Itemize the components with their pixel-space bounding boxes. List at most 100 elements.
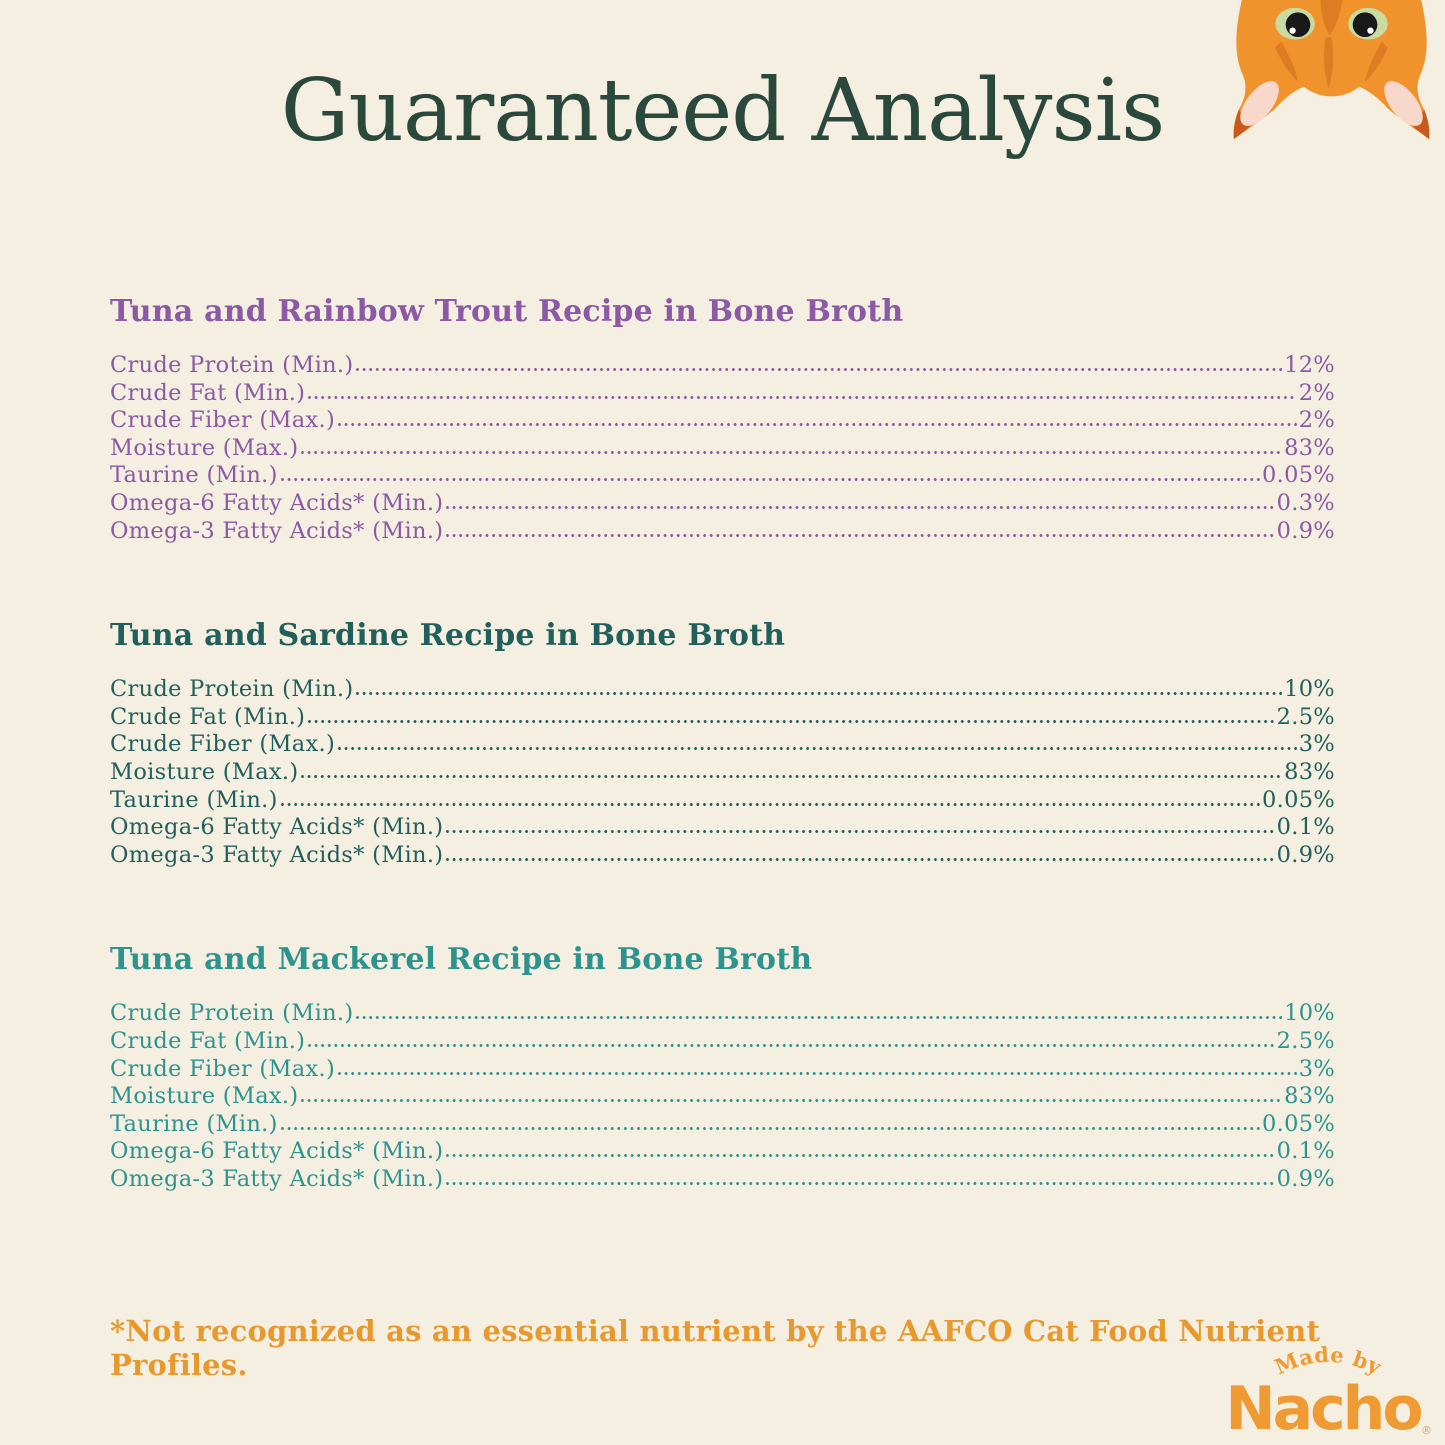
analysis-row: Taurine (Min.) 0.05%	[110, 1111, 1335, 1139]
dot-leader	[307, 394, 1297, 400]
analysis-sections: Tuna and Rainbow Trout Recipe in Bone Br…	[0, 292, 1445, 1193]
analysis-row: Omega-3 Fatty Acids* (Min.) 0.9%	[110, 518, 1335, 546]
row-value: 0.9%	[1276, 517, 1335, 544]
row-label: Moisture (Max.)	[110, 1083, 299, 1110]
analysis-row: Crude Fiber (Max.) 3%	[110, 1056, 1335, 1084]
row-value: 0.05%	[1262, 1110, 1335, 1137]
row-label: Taurine (Min.)	[110, 786, 278, 813]
row-label: Omega-6 Fatty Acids* (Min.)	[110, 814, 444, 841]
analysis-row: Omega-6 Fatty Acids* (Min.) 0.3%	[110, 490, 1335, 518]
row-value: 0.9%	[1276, 841, 1335, 868]
dot-leader	[355, 1015, 1283, 1021]
analysis-section: Tuna and Sardine Recipe in Bone Broth Cr…	[110, 616, 1335, 869]
row-value: 83%	[1284, 1083, 1335, 1110]
section-rows: Crude Protein (Min.) 12% Crude Fat (Min.…	[110, 352, 1335, 545]
row-label: Omega-3 Fatty Acids* (Min.)	[110, 1165, 444, 1192]
dot-leader	[445, 856, 1275, 862]
analysis-row: Crude Protein (Min.) 10%	[110, 676, 1335, 704]
dot-leader	[445, 532, 1275, 538]
logo-brand-text: Nacho	[1225, 1374, 1421, 1443]
row-label: Crude Fat (Min.)	[110, 379, 306, 406]
row-value: 10%	[1284, 676, 1335, 703]
row-value: 0.05%	[1262, 462, 1335, 489]
row-label: Crude Protein (Min.)	[110, 1000, 354, 1027]
section-heading: Tuna and Mackerel Recipe in Bone Broth	[110, 942, 813, 978]
row-value: 2.5%	[1276, 1027, 1335, 1054]
section-rows: Crude Protein (Min.) 10% Crude Fat (Min.…	[110, 1000, 1335, 1193]
dot-leader	[300, 449, 1283, 455]
dot-leader	[279, 1125, 1261, 1131]
row-value: 0.05%	[1262, 786, 1335, 813]
dot-leader	[445, 829, 1275, 835]
row-value: 2.5%	[1276, 703, 1335, 730]
dot-leader	[300, 773, 1283, 779]
analysis-section: Tuna and Mackerel Recipe in Bone Broth C…	[110, 940, 1335, 1193]
row-value: 83%	[1284, 758, 1335, 785]
analysis-row: Crude Fat (Min.) 2.5%	[110, 1028, 1335, 1056]
analysis-row: Crude Fat (Min.) 2.5%	[110, 704, 1335, 732]
analysis-row: Omega-3 Fatty Acids* (Min.) 0.9%	[110, 1166, 1335, 1194]
dot-leader	[445, 504, 1275, 510]
row-label: Moisture (Max.)	[110, 434, 299, 461]
dot-leader	[279, 477, 1261, 483]
row-value: 2%	[1298, 407, 1335, 434]
dot-leader	[300, 1098, 1283, 1104]
section-heading: Tuna and Sardine Recipe in Bone Broth	[110, 618, 786, 654]
row-label: Crude Fiber (Max.)	[110, 407, 336, 434]
row-value: 12%	[1284, 352, 1335, 378]
section-rows: Crude Protein (Min.) 10% Crude Fat (Min.…	[110, 676, 1335, 869]
row-label: Moisture (Max.)	[110, 758, 299, 785]
row-label: Crude Fat (Min.)	[110, 703, 306, 730]
row-label: Omega-3 Fatty Acids* (Min.)	[110, 841, 444, 868]
row-label: Omega-3 Fatty Acids* (Min.)	[110, 517, 444, 544]
analysis-row: Omega-3 Fatty Acids* (Min.) 0.9%	[110, 842, 1335, 870]
row-value: 0.1%	[1276, 1138, 1335, 1165]
row-label: Crude Fat (Min.)	[110, 1027, 306, 1054]
section-heading: Tuna and Rainbow Trout Recipe in Bone Br…	[110, 294, 904, 329]
dot-leader	[337, 422, 1297, 428]
dot-leader	[337, 1070, 1297, 1076]
dot-leader	[307, 718, 1275, 724]
analysis-row: Crude Protein (Min.) 10%	[110, 1000, 1335, 1028]
analysis-row: Crude Fiber (Max.) 2%	[110, 407, 1335, 435]
row-value: 3%	[1298, 731, 1335, 758]
row-value: 0.9%	[1276, 1165, 1335, 1192]
dot-leader	[445, 1180, 1275, 1186]
dot-leader	[307, 1042, 1275, 1048]
analysis-section: Tuna and Rainbow Trout Recipe in Bone Br…	[110, 292, 1335, 545]
row-label: Crude Fiber (Max.)	[110, 1055, 336, 1082]
row-label: Taurine (Min.)	[110, 462, 278, 489]
page-title: Guaranteed Analysis	[280, 61, 1166, 161]
row-label: Crude Fiber (Max.)	[110, 731, 336, 758]
analysis-row: Taurine (Min.) 0.05%	[110, 462, 1335, 490]
dot-leader	[355, 367, 1283, 372]
analysis-row: Crude Fat (Min.) 2%	[110, 380, 1335, 408]
row-value: 2%	[1298, 379, 1335, 406]
analysis-row: Crude Protein (Min.) 12%	[110, 352, 1335, 380]
aafco-footnote: *Not recognized as an essential nutrient…	[110, 1314, 1321, 1383]
dot-leader	[355, 691, 1283, 697]
analysis-row: Taurine (Min.) 0.05%	[110, 787, 1335, 815]
cat-face-icon	[1233, 0, 1430, 140]
row-value: 0.3%	[1276, 489, 1335, 516]
analysis-row: Moisture (Max.) 83%	[110, 759, 1335, 787]
row-label: Crude Protein (Min.)	[110, 352, 354, 378]
analysis-row: Omega-6 Fatty Acids* (Min.) 0.1%	[110, 1138, 1335, 1166]
row-label: Crude Protein (Min.)	[110, 676, 354, 703]
row-label: Omega-6 Fatty Acids* (Min.)	[110, 489, 444, 516]
row-value: 83%	[1284, 434, 1335, 461]
made-by-nacho-logo: Made by Nacho ®	[1225, 1342, 1432, 1443]
row-value: 3%	[1298, 1055, 1335, 1082]
analysis-row: Moisture (Max.) 83%	[110, 435, 1335, 463]
analysis-row: Omega-6 Fatty Acids* (Min.) 0.1%	[110, 814, 1335, 842]
logo-registered-mark: ®	[1421, 1424, 1432, 1437]
dot-leader	[445, 1153, 1275, 1159]
analysis-row: Moisture (Max.) 83%	[110, 1083, 1335, 1111]
row-value: 0.1%	[1276, 814, 1335, 841]
dot-leader	[279, 801, 1261, 807]
row-label: Taurine (Min.)	[110, 1110, 278, 1137]
row-label: Omega-6 Fatty Acids* (Min.)	[110, 1138, 444, 1165]
row-value: 10%	[1284, 1000, 1335, 1027]
dot-leader	[337, 746, 1297, 752]
